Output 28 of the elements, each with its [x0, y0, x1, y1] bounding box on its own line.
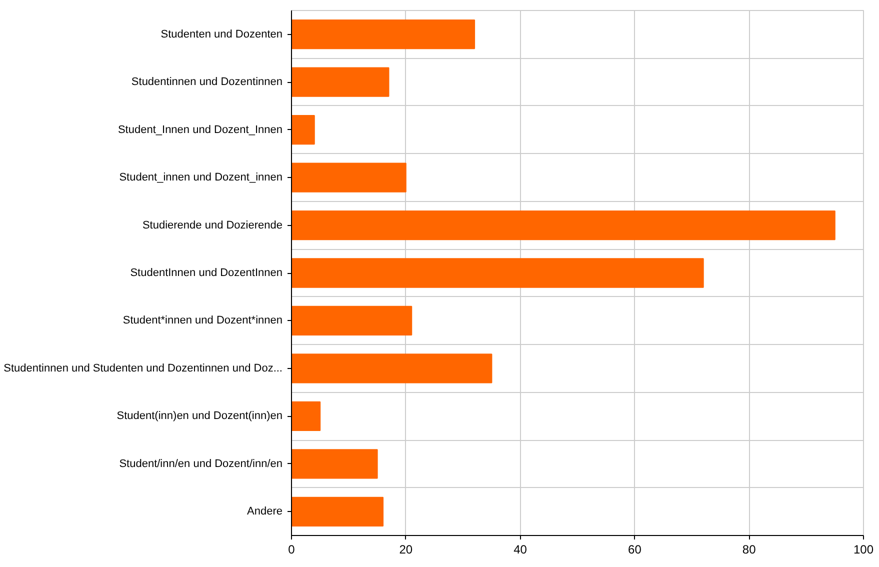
x-tick-label: 60 [628, 542, 642, 556]
y-tick-label: Andere [247, 506, 283, 518]
x-tick-label: 0 [288, 542, 296, 556]
bar [292, 401, 321, 431]
y-tick-label: StudentInnen und DozentInnen [130, 267, 283, 279]
x-tick-label: 20 [399, 542, 413, 556]
x-tick-label: 80 [742, 542, 756, 556]
bar [292, 258, 704, 288]
y-tick-label: Student_innen und Dozent_innen [119, 172, 283, 184]
x-tick-label: 40 [514, 542, 528, 556]
x-tick-label: 100 [853, 542, 874, 556]
y-tick-label: Studentinnen und Studenten und Dozentinnen und Doz... [4, 362, 283, 374]
bar [292, 354, 492, 384]
y-tick-label: Studenten und Dozenten [160, 28, 283, 40]
bar [292, 306, 412, 336]
bar [292, 496, 384, 526]
bar [292, 115, 315, 145]
y-tick-label: Student*innen und Dozent*innen [122, 314, 283, 327]
bar [292, 162, 406, 192]
y-tick-label: Student/inn/en und Dozent/inn/en [119, 458, 283, 470]
y-tick-label: Student_Innen und Dozent_Innen [118, 124, 283, 136]
bar [292, 449, 378, 479]
bar [292, 210, 836, 240]
y-tick-label: Studierende und Dozierende [142, 219, 282, 232]
y-tick-label: Studentinnen und Dozentinnen [131, 76, 283, 88]
y-tick-label: Student(inn)en und Dozent(inn)en [116, 410, 283, 422]
bar [292, 67, 390, 97]
bar [292, 20, 476, 50]
